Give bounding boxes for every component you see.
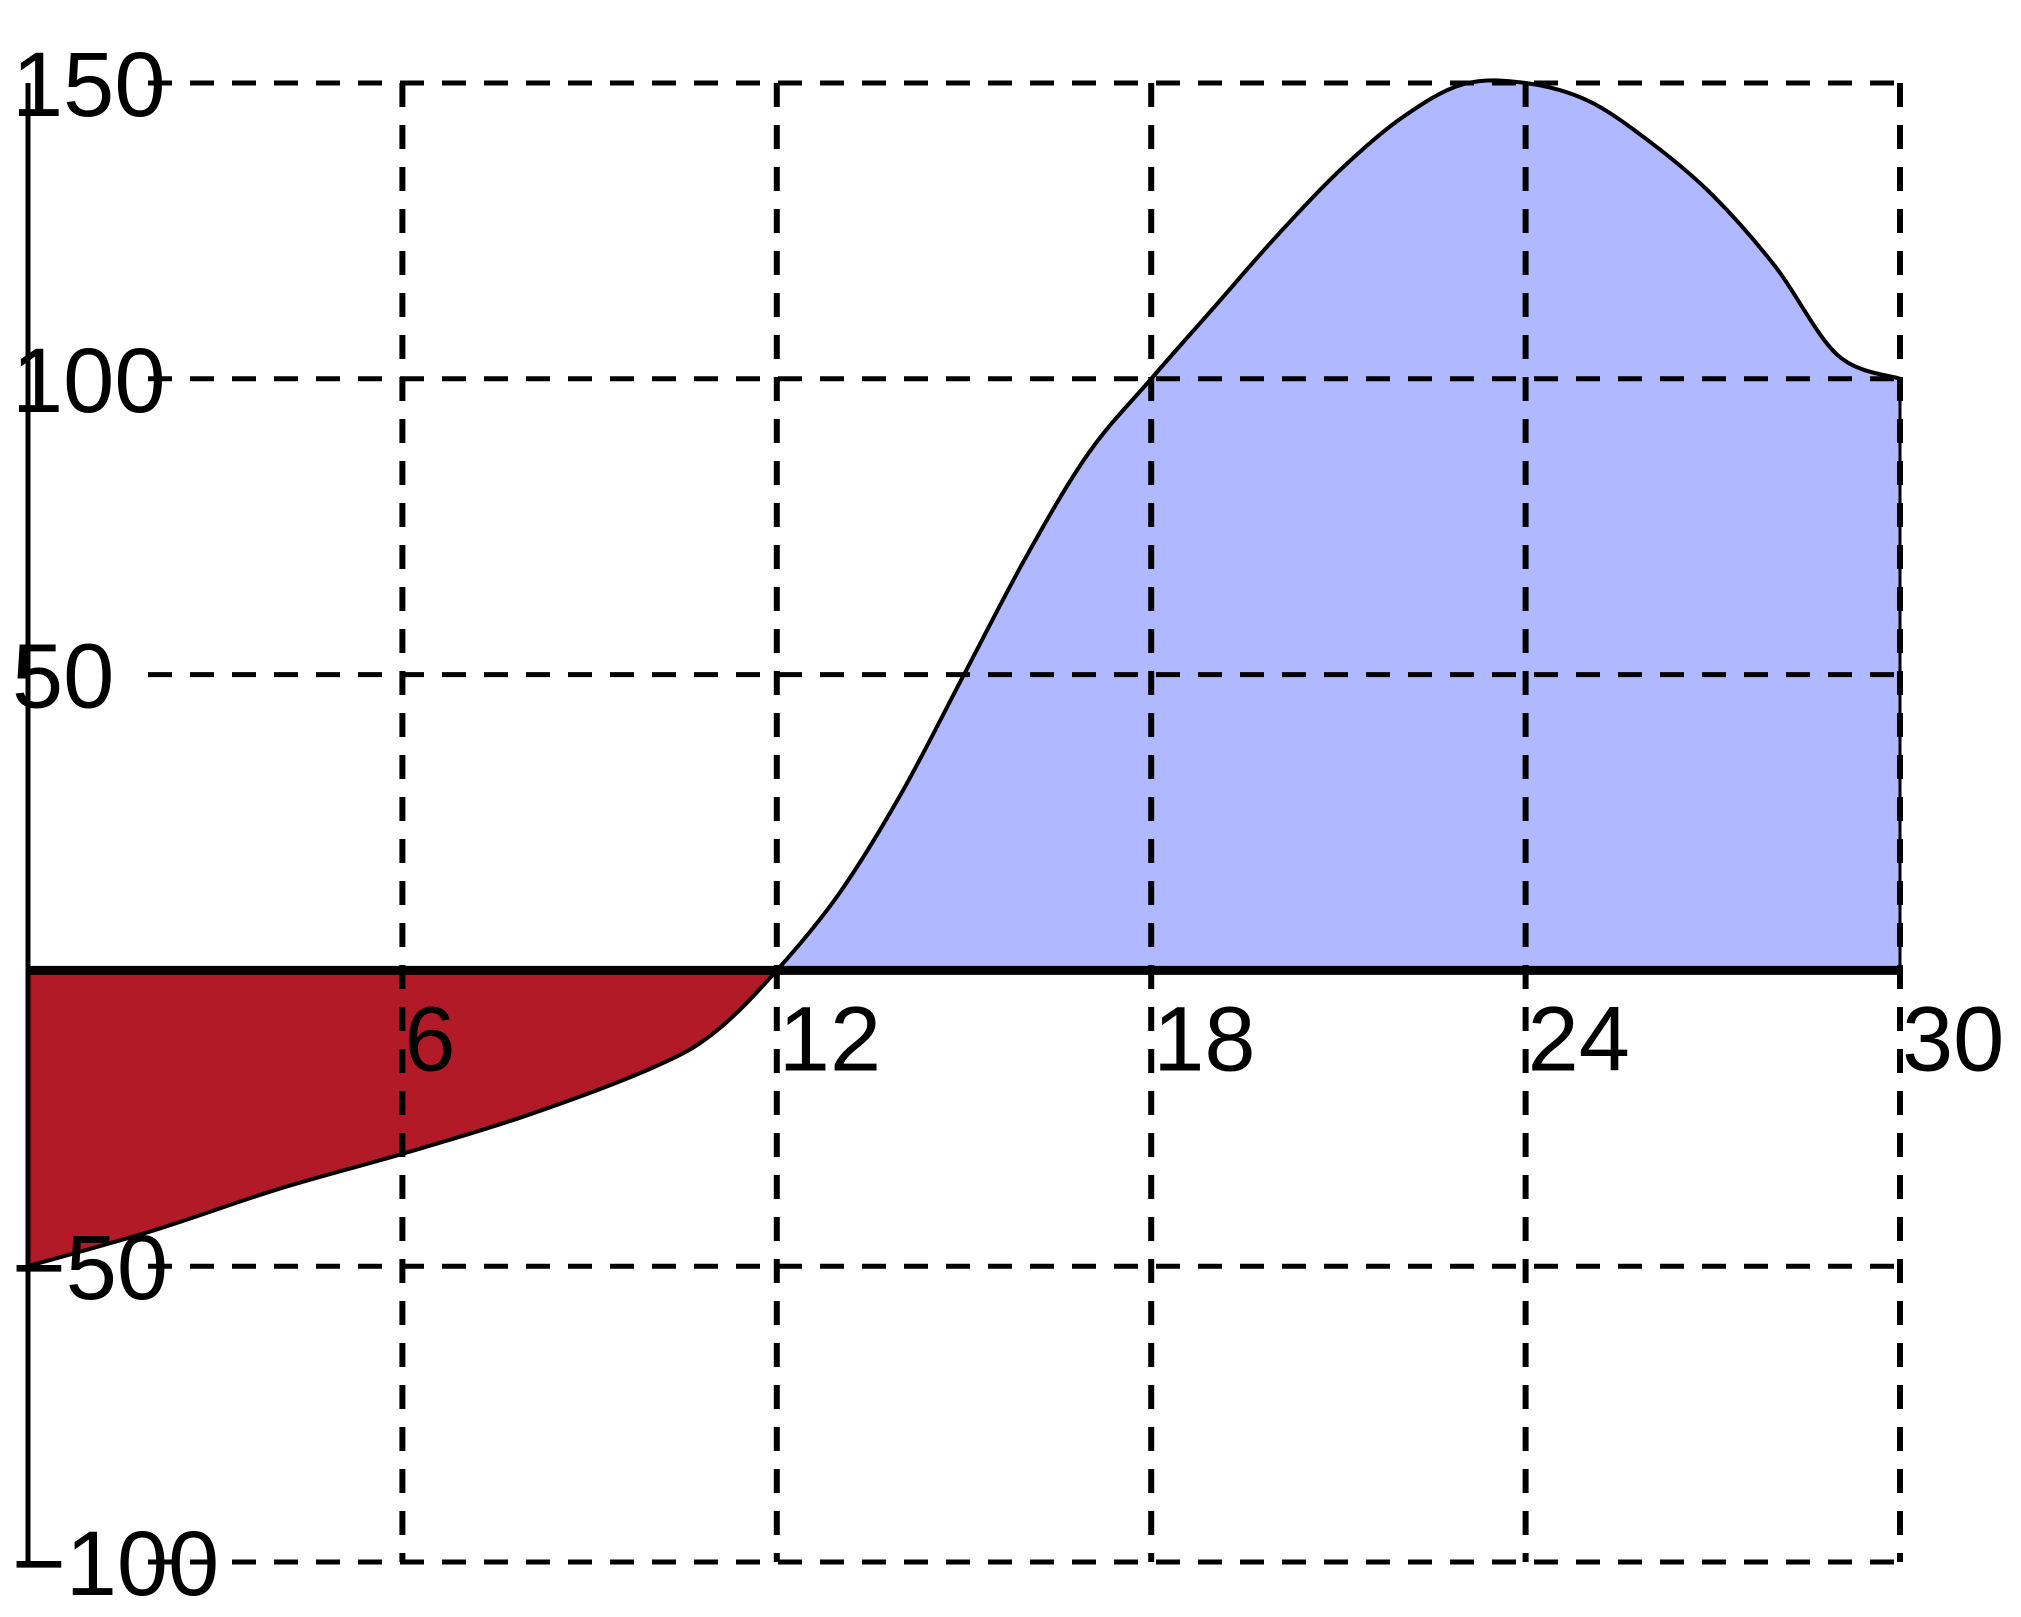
- grid-lines: [148, 80, 1903, 1565]
- negative-area-fill: [28, 970, 777, 1267]
- x-tick-label: 24: [1528, 988, 1630, 1090]
- curve-and-axes: [25, 78, 1902, 1562]
- x-tick-label: 18: [1153, 988, 1255, 1090]
- x-tick-label: 12: [779, 988, 881, 1090]
- series-line: [27, 78, 1901, 1269]
- y-tick-label: 50: [12, 626, 114, 728]
- y-tick-label: −100: [12, 1513, 219, 1615]
- y-tick-label: 100: [12, 330, 166, 432]
- area-fills: [28, 80, 1900, 1267]
- y-tick-label: −50: [12, 1217, 168, 1319]
- positive-area-fill: [28, 80, 1900, 971]
- x-tick-label: 6: [404, 988, 455, 1090]
- tick-labels: 150 100 50 −50 −100 6 12 18 24 30: [12, 34, 2004, 1615]
- x-tick-label: 30: [1902, 988, 2004, 1090]
- y-tick-label: 150: [12, 34, 166, 136]
